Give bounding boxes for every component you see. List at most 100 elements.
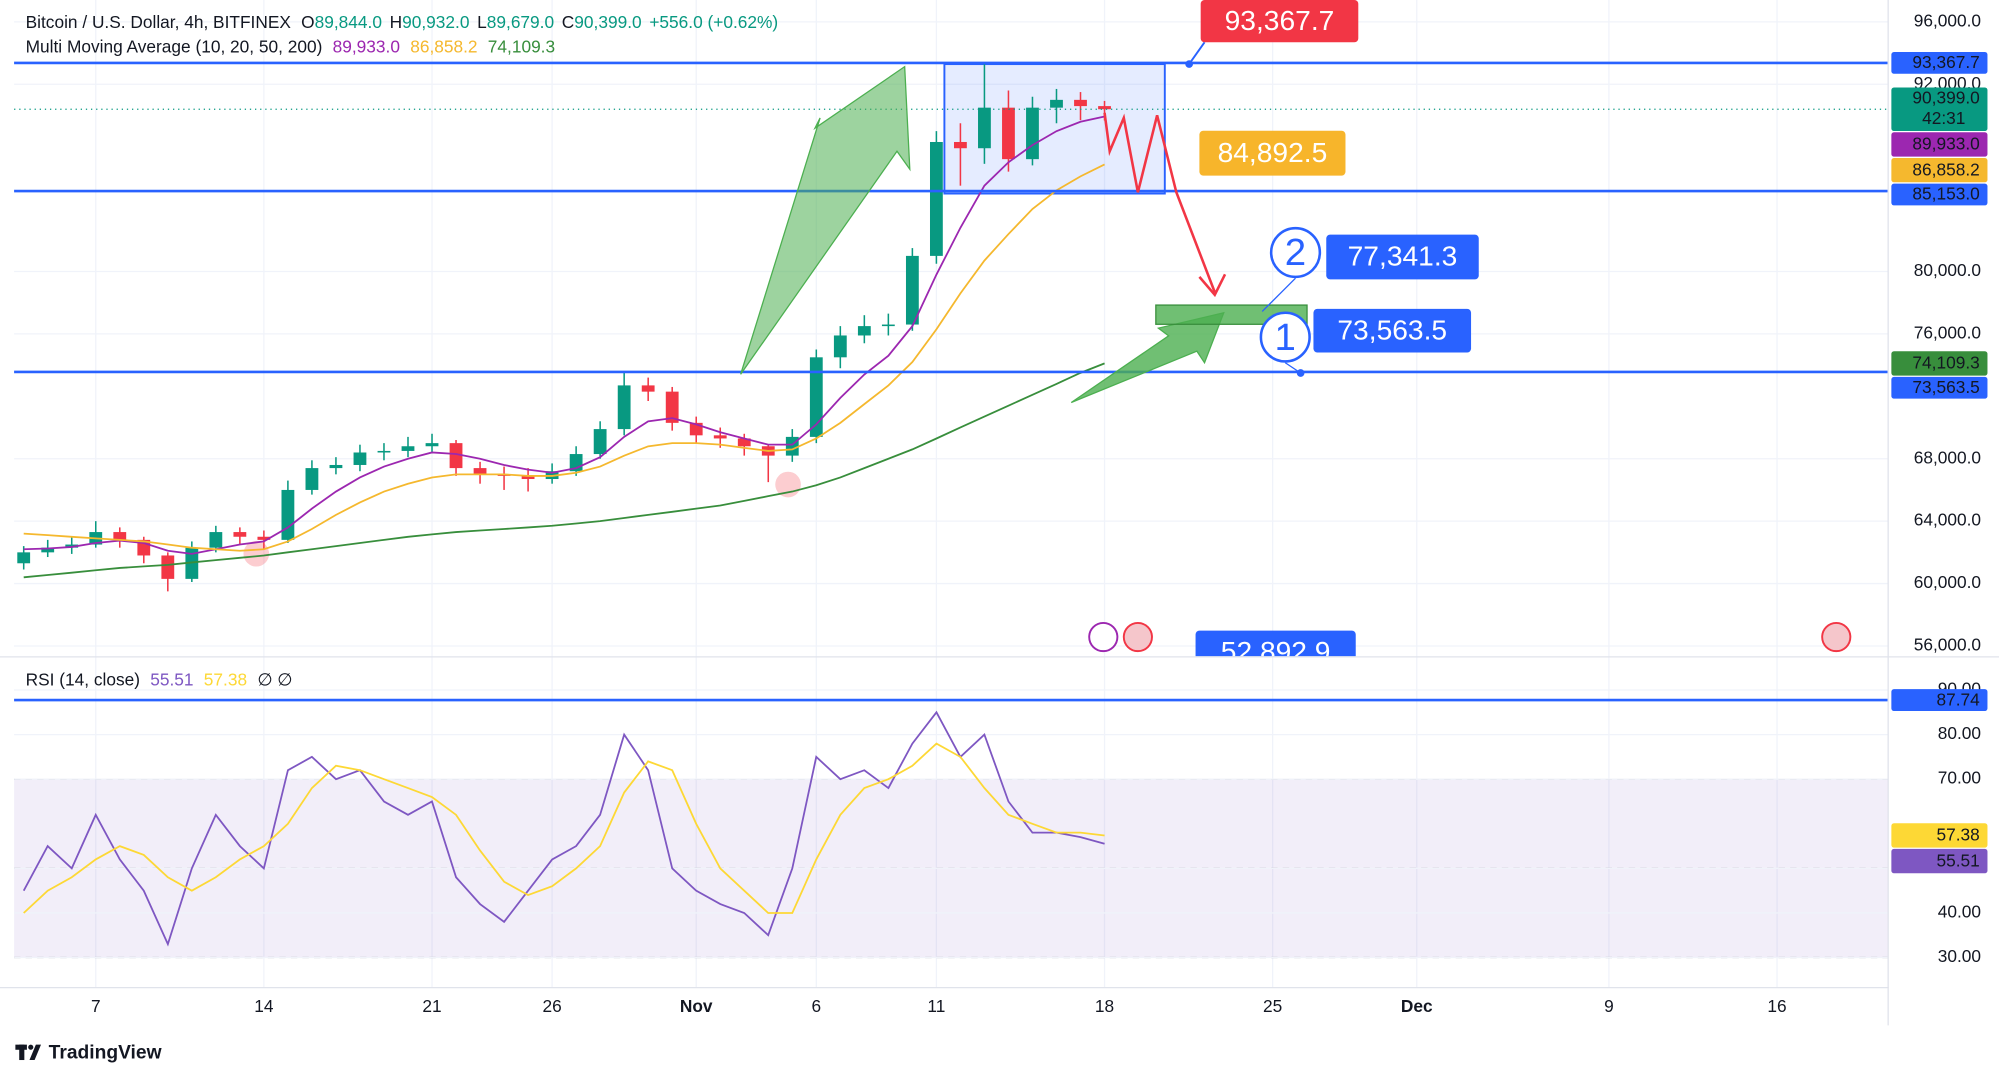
- projection-arrowhead: [1198, 273, 1227, 298]
- candle-body: [353, 452, 367, 465]
- indicator: RSI (14, close): [26, 669, 140, 689]
- brand[interactable]: TradingView: [15, 1043, 162, 1064]
- callout-anchor: [1185, 60, 1193, 68]
- x-tick-label: 6: [811, 996, 821, 1016]
- grid-layer: [14, 0, 1888, 987]
- price-label: 86,858.2: [1912, 159, 1979, 179]
- price-label-box: [1891, 132, 1988, 157]
- price-label: 90,399.0: [1912, 88, 1979, 108]
- price-label-box: [1891, 689, 1988, 711]
- candle-body: [1074, 99, 1087, 107]
- x-tick-label: 18: [1095, 996, 1114, 1016]
- y-tick-label: 80,000.0: [1914, 260, 1981, 280]
- callout-badge: [1269, 226, 1322, 279]
- price-label: 57.38: [1936, 825, 1979, 845]
- logo-part: [19, 1044, 25, 1061]
- candle-body: [1098, 106, 1111, 110]
- indicator: Multi Moving Average (10, 20, 50, 200): [26, 36, 323, 56]
- x-tick-label: 21: [422, 996, 441, 1016]
- callout-box: [1199, 130, 1346, 176]
- candle-body: [521, 475, 535, 480]
- ohlc-value: 89,844.0: [315, 12, 382, 32]
- brand-name: TradingView: [49, 1043, 162, 1064]
- callout-text: 93,367.7: [1225, 4, 1335, 36]
- x-tick-label: 16: [1767, 996, 1786, 1016]
- price-label-box: [1891, 376, 1988, 399]
- candle-body: [617, 385, 631, 430]
- event-icon[interactable]: [1122, 621, 1153, 653]
- price-label: 55.51: [1936, 850, 1979, 870]
- price-label: 74,109.3: [1912, 353, 1979, 373]
- x-tick-label: 11: [927, 996, 945, 1016]
- candle-body: [1002, 107, 1015, 160]
- x-tick-label: 7: [91, 996, 101, 1016]
- price-label-box: [1891, 183, 1988, 206]
- callouts: 93,367.7 84,892.5 77,341.3 2 73,563.5 1 52,892…: [1195, 0, 1479, 657]
- logo-part: [28, 1044, 34, 1050]
- x-tick-label: 14: [254, 996, 274, 1016]
- y-tick-label: 76,000.0: [1914, 322, 1981, 342]
- candle-body: [1050, 99, 1063, 108]
- range-box: [943, 63, 1166, 195]
- candle-body: [401, 446, 415, 451]
- candle-body: [17, 552, 31, 564]
- price-label: 87.74: [1936, 689, 1980, 709]
- candle-body: [257, 536, 271, 540]
- low-marker: [243, 540, 270, 567]
- y-tick-label: 68,000.0: [1914, 447, 1981, 467]
- flags: ∅ ∅: [257, 669, 292, 689]
- ohlc-value: 90,399.0: [574, 12, 641, 32]
- logo-part: [29, 1044, 42, 1061]
- candle-body: [737, 438, 751, 447]
- y-tick-label: 56,000.0: [1914, 635, 1981, 655]
- x-tick-label: 26: [542, 996, 561, 1016]
- symbol: Bitcoin / U.S. Dollar, 4h, BITFINEX: [26, 12, 292, 32]
- y-tick-label: 64,000.0: [1914, 510, 1981, 530]
- candle-body: [929, 141, 943, 256]
- rsi-legend: RSI (14, close) 55.51 57.38 ∅ ∅: [26, 669, 293, 689]
- candle-body: [809, 357, 823, 437]
- y-tick-label: 30.00: [1938, 946, 1981, 966]
- callout-pointer: [1261, 277, 1296, 312]
- price-label: 89,933.0: [1912, 134, 1979, 154]
- ohlc-value: 90,932.0: [402, 12, 469, 32]
- price-label-box: [1891, 848, 1988, 874]
- series-line: [23, 115, 1105, 555]
- candle-body: [713, 435, 727, 439]
- price-label-box: [1891, 52, 1988, 74]
- candle-body: [209, 532, 223, 548]
- candle-body: [593, 429, 607, 455]
- candle-body: [449, 443, 463, 469]
- countdown: 42:31: [1922, 108, 1965, 128]
- price-label-box: [1891, 87, 1988, 132]
- event-icon[interactable]: [1088, 621, 1119, 653]
- callout-pointer: [1188, 41, 1206, 65]
- callout-box: [1326, 234, 1479, 280]
- candle-body: [833, 335, 847, 358]
- candle-body: [641, 385, 655, 392]
- ohlc-value: 89,679.0: [487, 12, 554, 32]
- x-tick-label: 25: [1263, 996, 1282, 1016]
- y-tick-label: 80.00: [1938, 723, 1981, 743]
- rsi-value: 55.51: [150, 669, 193, 689]
- candle-body: [329, 464, 343, 469]
- up-arrow: [740, 65, 911, 375]
- candle-body: [161, 555, 175, 579]
- callout-anchor: [1296, 369, 1305, 377]
- candle-body: [473, 468, 487, 475]
- candle-body: [905, 255, 919, 325]
- candle-body: [41, 547, 55, 553]
- series-line: [23, 742, 1105, 914]
- price-label: 73,563.5: [1912, 377, 1979, 397]
- ohlc-key: C: [562, 12, 574, 32]
- y-tick-label: 40.00: [1938, 902, 1981, 922]
- candle-body: [377, 450, 391, 453]
- ma-legend: Multi Moving Average (10, 20, 50, 200) 89…: [26, 36, 556, 56]
- data-layer: [14, 61, 1888, 947]
- event-icon[interactable]: [1821, 621, 1852, 653]
- ma-value: 86,858.2: [410, 36, 477, 56]
- ma-value: 74,109.3: [488, 36, 555, 56]
